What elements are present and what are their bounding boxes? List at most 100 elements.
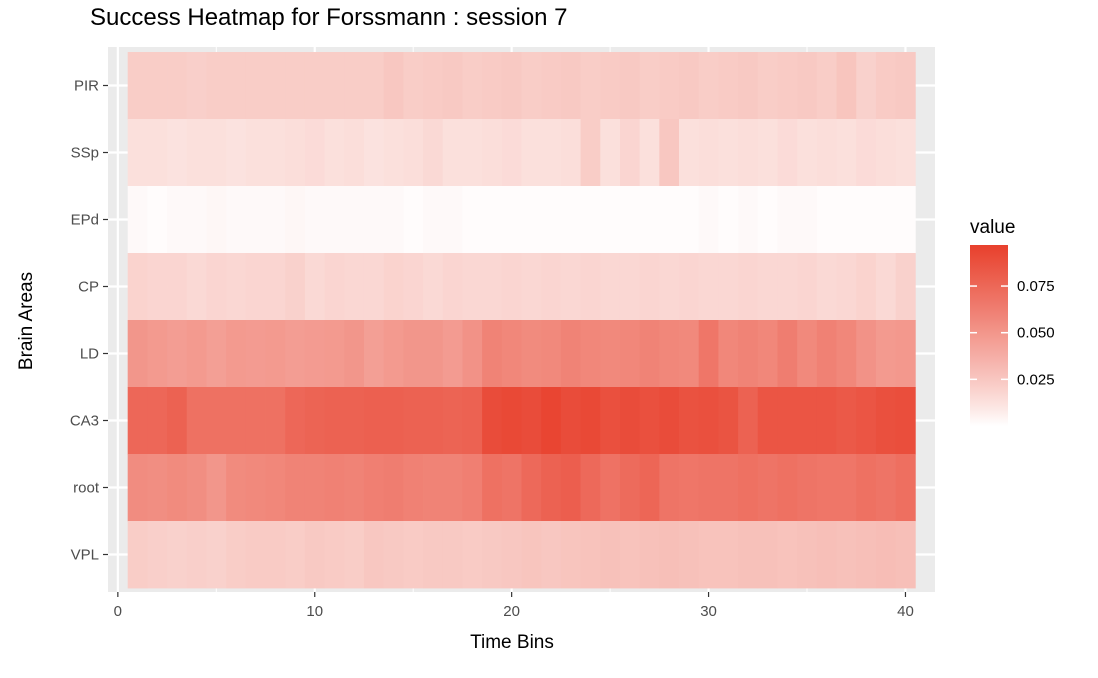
heatmap-tile xyxy=(718,521,739,589)
heatmap-tile xyxy=(363,186,385,254)
heatmap-tile xyxy=(127,119,148,187)
heatmap-tile xyxy=(738,253,759,321)
heatmap-tile xyxy=(324,320,345,388)
heatmap-tile xyxy=(580,521,601,589)
heatmap-tile xyxy=(344,454,365,522)
x-tick-label: 0 xyxy=(114,603,122,620)
x-tick-label: 30 xyxy=(700,603,717,620)
heatmap-tile xyxy=(127,186,148,254)
heatmap-tile xyxy=(619,119,641,187)
heatmap-tile xyxy=(777,454,798,522)
heatmap-tile xyxy=(541,320,562,388)
heatmap-tile xyxy=(324,119,345,187)
heatmap-tile xyxy=(679,454,700,522)
heatmap-tile xyxy=(698,52,719,120)
heatmap-tile xyxy=(619,253,641,321)
heatmap-tile xyxy=(167,521,188,589)
heatmap-tile xyxy=(895,119,916,187)
legend-color-bar xyxy=(970,245,1008,426)
heatmap-tile xyxy=(265,253,286,321)
heatmap-tile xyxy=(777,119,798,187)
heatmap-tile xyxy=(600,52,621,120)
heatmap-tile xyxy=(245,253,266,321)
heatmap-tile xyxy=(619,52,641,120)
heatmap-tile xyxy=(186,186,207,254)
heatmap-tile xyxy=(757,119,778,187)
heatmap-tile xyxy=(167,186,188,254)
heatmap-tile xyxy=(875,52,897,120)
heatmap-tile xyxy=(797,186,818,254)
heatmap-tile xyxy=(186,387,207,455)
heatmap-tile xyxy=(521,320,542,388)
heatmap-tile xyxy=(265,186,286,254)
heatmap-tile xyxy=(895,387,916,455)
heatmap-tile xyxy=(836,320,857,388)
heatmap-tile xyxy=(344,253,365,321)
heatmap-tile xyxy=(895,521,916,589)
heatmap-tile xyxy=(423,387,444,455)
heatmap-tile xyxy=(738,521,759,589)
heatmap-tile xyxy=(580,253,601,321)
heatmap-tile xyxy=(600,521,621,589)
heatmap-tile xyxy=(167,454,188,522)
heatmap-tile xyxy=(836,119,857,187)
heatmap-tile xyxy=(816,387,837,455)
heatmap-tile xyxy=(679,186,700,254)
heatmap-tile xyxy=(895,320,916,388)
heatmap-tile xyxy=(600,454,621,522)
heatmap-tile xyxy=(895,52,916,120)
heatmap-tile xyxy=(403,454,424,522)
heatmap-tile xyxy=(304,253,325,321)
heatmap-tile xyxy=(816,52,837,120)
heatmap-tile xyxy=(285,119,306,187)
heatmap-tile xyxy=(423,454,444,522)
heatmap-tile xyxy=(600,320,621,388)
heatmap-tile xyxy=(482,521,503,589)
heatmap-tile xyxy=(718,320,739,388)
heatmap-tiles xyxy=(127,52,916,589)
heatmap-tile xyxy=(304,52,325,120)
heatmap-tile xyxy=(265,52,286,120)
heatmap-tile xyxy=(797,52,818,120)
heatmap-tile xyxy=(816,454,837,522)
heatmap-tile xyxy=(383,521,404,589)
heatmap-tile xyxy=(324,186,345,254)
heatmap-tile xyxy=(856,253,877,321)
heatmap-tile xyxy=(619,387,641,455)
heatmap-tile xyxy=(383,186,404,254)
heatmap-tile xyxy=(639,320,660,388)
heatmap-tile xyxy=(679,253,700,321)
y-tick-label: CP xyxy=(78,279,99,296)
heatmap-tile xyxy=(226,253,247,321)
heatmap-tile xyxy=(797,521,818,589)
heatmap-tile xyxy=(344,387,365,455)
heatmap-tile xyxy=(580,52,601,120)
color-legend: value 0.025 0.050 0.075 xyxy=(970,217,1055,426)
heatmap-tile xyxy=(521,253,542,321)
heatmap-tile xyxy=(482,454,503,522)
heatmap-tile xyxy=(580,186,601,254)
heatmap-tile xyxy=(186,52,207,120)
heatmap-tile xyxy=(639,454,660,522)
heatmap-tile xyxy=(344,52,365,120)
heatmap-tile xyxy=(423,52,444,120)
heatmap-tile xyxy=(501,320,522,388)
heatmap-tile xyxy=(226,521,247,589)
heatmap-tile xyxy=(383,119,404,187)
heatmap-tile xyxy=(206,454,227,522)
heatmap-tile xyxy=(738,186,759,254)
heatmap-tile xyxy=(718,387,739,455)
heatmap-tile xyxy=(659,454,680,522)
heatmap-tile xyxy=(186,320,207,388)
heatmap-tile xyxy=(560,454,581,522)
heatmap-tile xyxy=(816,253,837,321)
heatmap-tile xyxy=(816,186,837,254)
heatmap-tile xyxy=(147,387,168,455)
y-tick-label: root xyxy=(73,480,100,497)
heatmap-tile xyxy=(127,320,148,388)
heatmap-tile xyxy=(501,186,522,254)
heatmap-tile xyxy=(403,521,424,589)
heatmap-tile xyxy=(679,119,700,187)
heatmap-tile xyxy=(895,186,916,254)
heatmap-tile xyxy=(541,253,562,321)
